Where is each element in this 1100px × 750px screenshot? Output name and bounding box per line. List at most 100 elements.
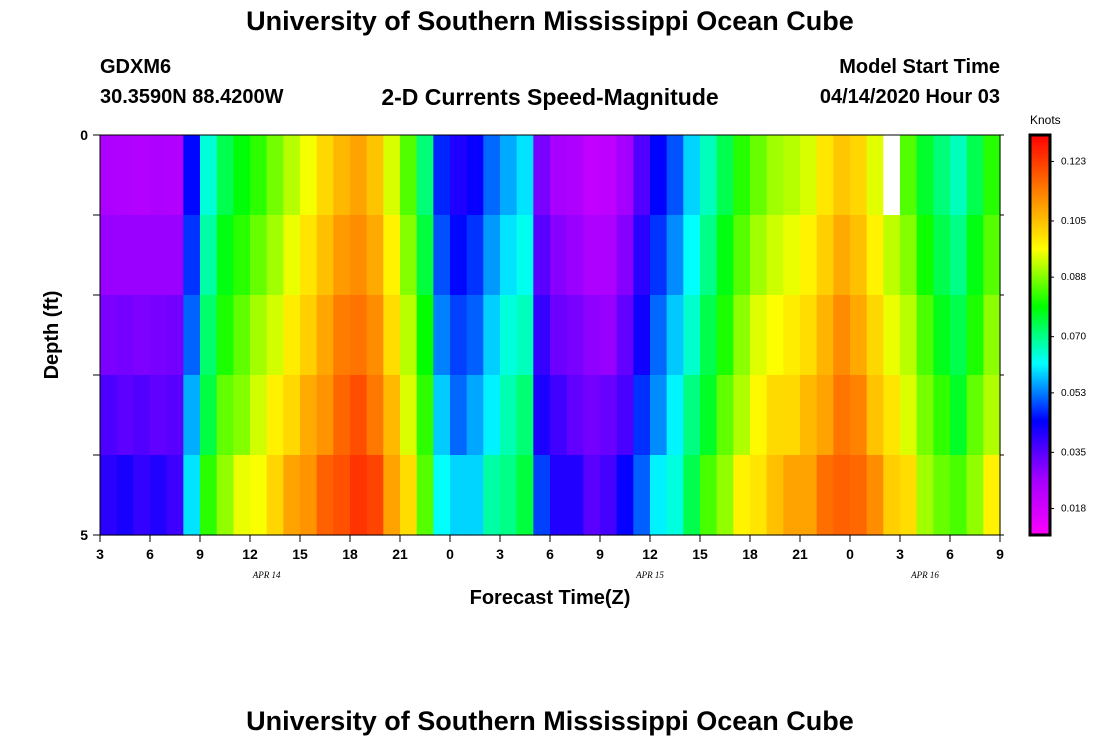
- heatmap-cell: [600, 455, 618, 536]
- heatmap-cell: [533, 455, 551, 536]
- heatmap-cell: [300, 295, 318, 376]
- heatmap-cell: [566, 135, 584, 216]
- heatmap-cell: [250, 375, 268, 456]
- heatmap-cell: [600, 295, 618, 376]
- heatmap-cell: [266, 215, 284, 296]
- x-tick-label: 3: [96, 546, 104, 562]
- heatmap-cell: [200, 135, 218, 216]
- heatmap-cell: [300, 215, 318, 296]
- heatmap-cell: [400, 215, 418, 296]
- date-labels: APR 14 APR 15 APR 16: [252, 570, 940, 580]
- heatmap-cell: [933, 375, 951, 456]
- x-tick-label: 15: [292, 546, 308, 562]
- heatmap-cell: [333, 295, 351, 376]
- colorbar-tick-label: 0.088: [1061, 272, 1086, 283]
- heatmap-cell: [416, 295, 434, 376]
- heatmap-cell: [900, 295, 918, 376]
- heatmap-cell: [416, 375, 434, 456]
- heatmap-cell: [616, 215, 634, 296]
- page-title: University of Southern Mississippi Ocean…: [246, 6, 854, 36]
- heatmap-cell: [183, 455, 201, 536]
- heatmap-cell: [450, 215, 468, 296]
- heatmap-cell: [466, 375, 484, 456]
- y-tick-label: 5: [80, 527, 88, 543]
- y-tick-label: 0: [80, 127, 88, 143]
- heatmap-cell: [850, 215, 868, 296]
- heatmap-cell: [733, 455, 751, 536]
- heatmap-cell: [783, 295, 801, 376]
- heatmap-cell: [700, 135, 718, 216]
- heatmap-cell: [783, 455, 801, 536]
- heatmap-cell: [666, 455, 684, 536]
- x-tick-label: 18: [342, 546, 358, 562]
- heatmap-cell: [850, 375, 868, 456]
- heatmap-cell: [250, 135, 268, 216]
- heatmap-cell: [683, 375, 701, 456]
- heatmap-cell: [583, 295, 601, 376]
- colorbar-tick-label: 0.053: [1061, 388, 1086, 399]
- heatmap-cell: [166, 375, 184, 456]
- heatmap-cell: [100, 215, 118, 296]
- heatmap-cell: [966, 375, 984, 456]
- heatmap-cell: [516, 215, 534, 296]
- heatmap-cell: [616, 455, 634, 536]
- heatmap-cell: [816, 455, 834, 536]
- x-tick-label: 18: [742, 546, 758, 562]
- heatmap-cell: [833, 215, 851, 296]
- heatmap-cell: [716, 295, 734, 376]
- heatmap-cell: [816, 375, 834, 456]
- x-tick-label: 9: [196, 546, 204, 562]
- heatmap-cell: [666, 135, 684, 216]
- heatmap-cell: [983, 215, 1001, 296]
- heatmap-cell: [850, 135, 868, 216]
- heatmap-cell: [366, 215, 384, 296]
- heatmap-cell: [750, 295, 768, 376]
- heatmap-cell: [383, 295, 401, 376]
- heatmap-cell: [700, 215, 718, 296]
- heatmap-cell: [483, 215, 501, 296]
- heatmap-cell: [716, 375, 734, 456]
- heatmap-cell: [383, 135, 401, 216]
- heatmap-cell: [966, 135, 984, 216]
- heatmap-cell: [200, 295, 218, 376]
- heatmap-cell: [483, 135, 501, 216]
- heatmap-cell: [266, 295, 284, 376]
- heatmap-cell: [100, 375, 118, 456]
- heatmap-cell: [183, 215, 201, 296]
- heatmap-cell: [333, 135, 351, 216]
- colorbar: [1028, 133, 1052, 537]
- heatmap-cell: [866, 375, 884, 456]
- heatmap-cell: [600, 135, 618, 216]
- colorbar-tick-label: 0.018: [1061, 504, 1086, 515]
- heatmap-cell: [983, 295, 1001, 376]
- heatmap-cells: [100, 135, 1001, 536]
- heatmap-cell: [183, 135, 201, 216]
- heatmap-cell: [433, 215, 451, 296]
- heatmap-cell: [933, 215, 951, 296]
- x-axis-label: Forecast Time(Z): [470, 587, 631, 609]
- heatmap-cell: [616, 295, 634, 376]
- heatmap-cell: [350, 215, 368, 296]
- heatmap-cell: [883, 295, 901, 376]
- heatmap-cell: [350, 135, 368, 216]
- heatmap-cell: [316, 215, 334, 296]
- y-axis-label: Depth (ft): [41, 291, 63, 380]
- heatmap-cell: [983, 135, 1001, 216]
- heatmap-cell: [233, 135, 251, 216]
- heatmap-cell: [416, 215, 434, 296]
- heatmap-cell: [583, 135, 601, 216]
- heatmap-cell: [766, 455, 784, 536]
- heatmap-cell: [500, 135, 518, 216]
- heatmap-cell: [300, 455, 318, 536]
- heatmap-cell: [183, 375, 201, 456]
- heatmap-cell: [650, 375, 668, 456]
- heatmap-cell: [250, 295, 268, 376]
- heatmap-cell: [800, 295, 818, 376]
- heatmap-cell: [200, 455, 218, 536]
- heatmap-cell: [550, 135, 568, 216]
- heatmap-cell: [900, 135, 918, 216]
- heatmap-cell: [500, 215, 518, 296]
- heatmap-cell: [333, 215, 351, 296]
- heatmap-cell: [266, 375, 284, 456]
- heatmap-cell: [216, 215, 234, 296]
